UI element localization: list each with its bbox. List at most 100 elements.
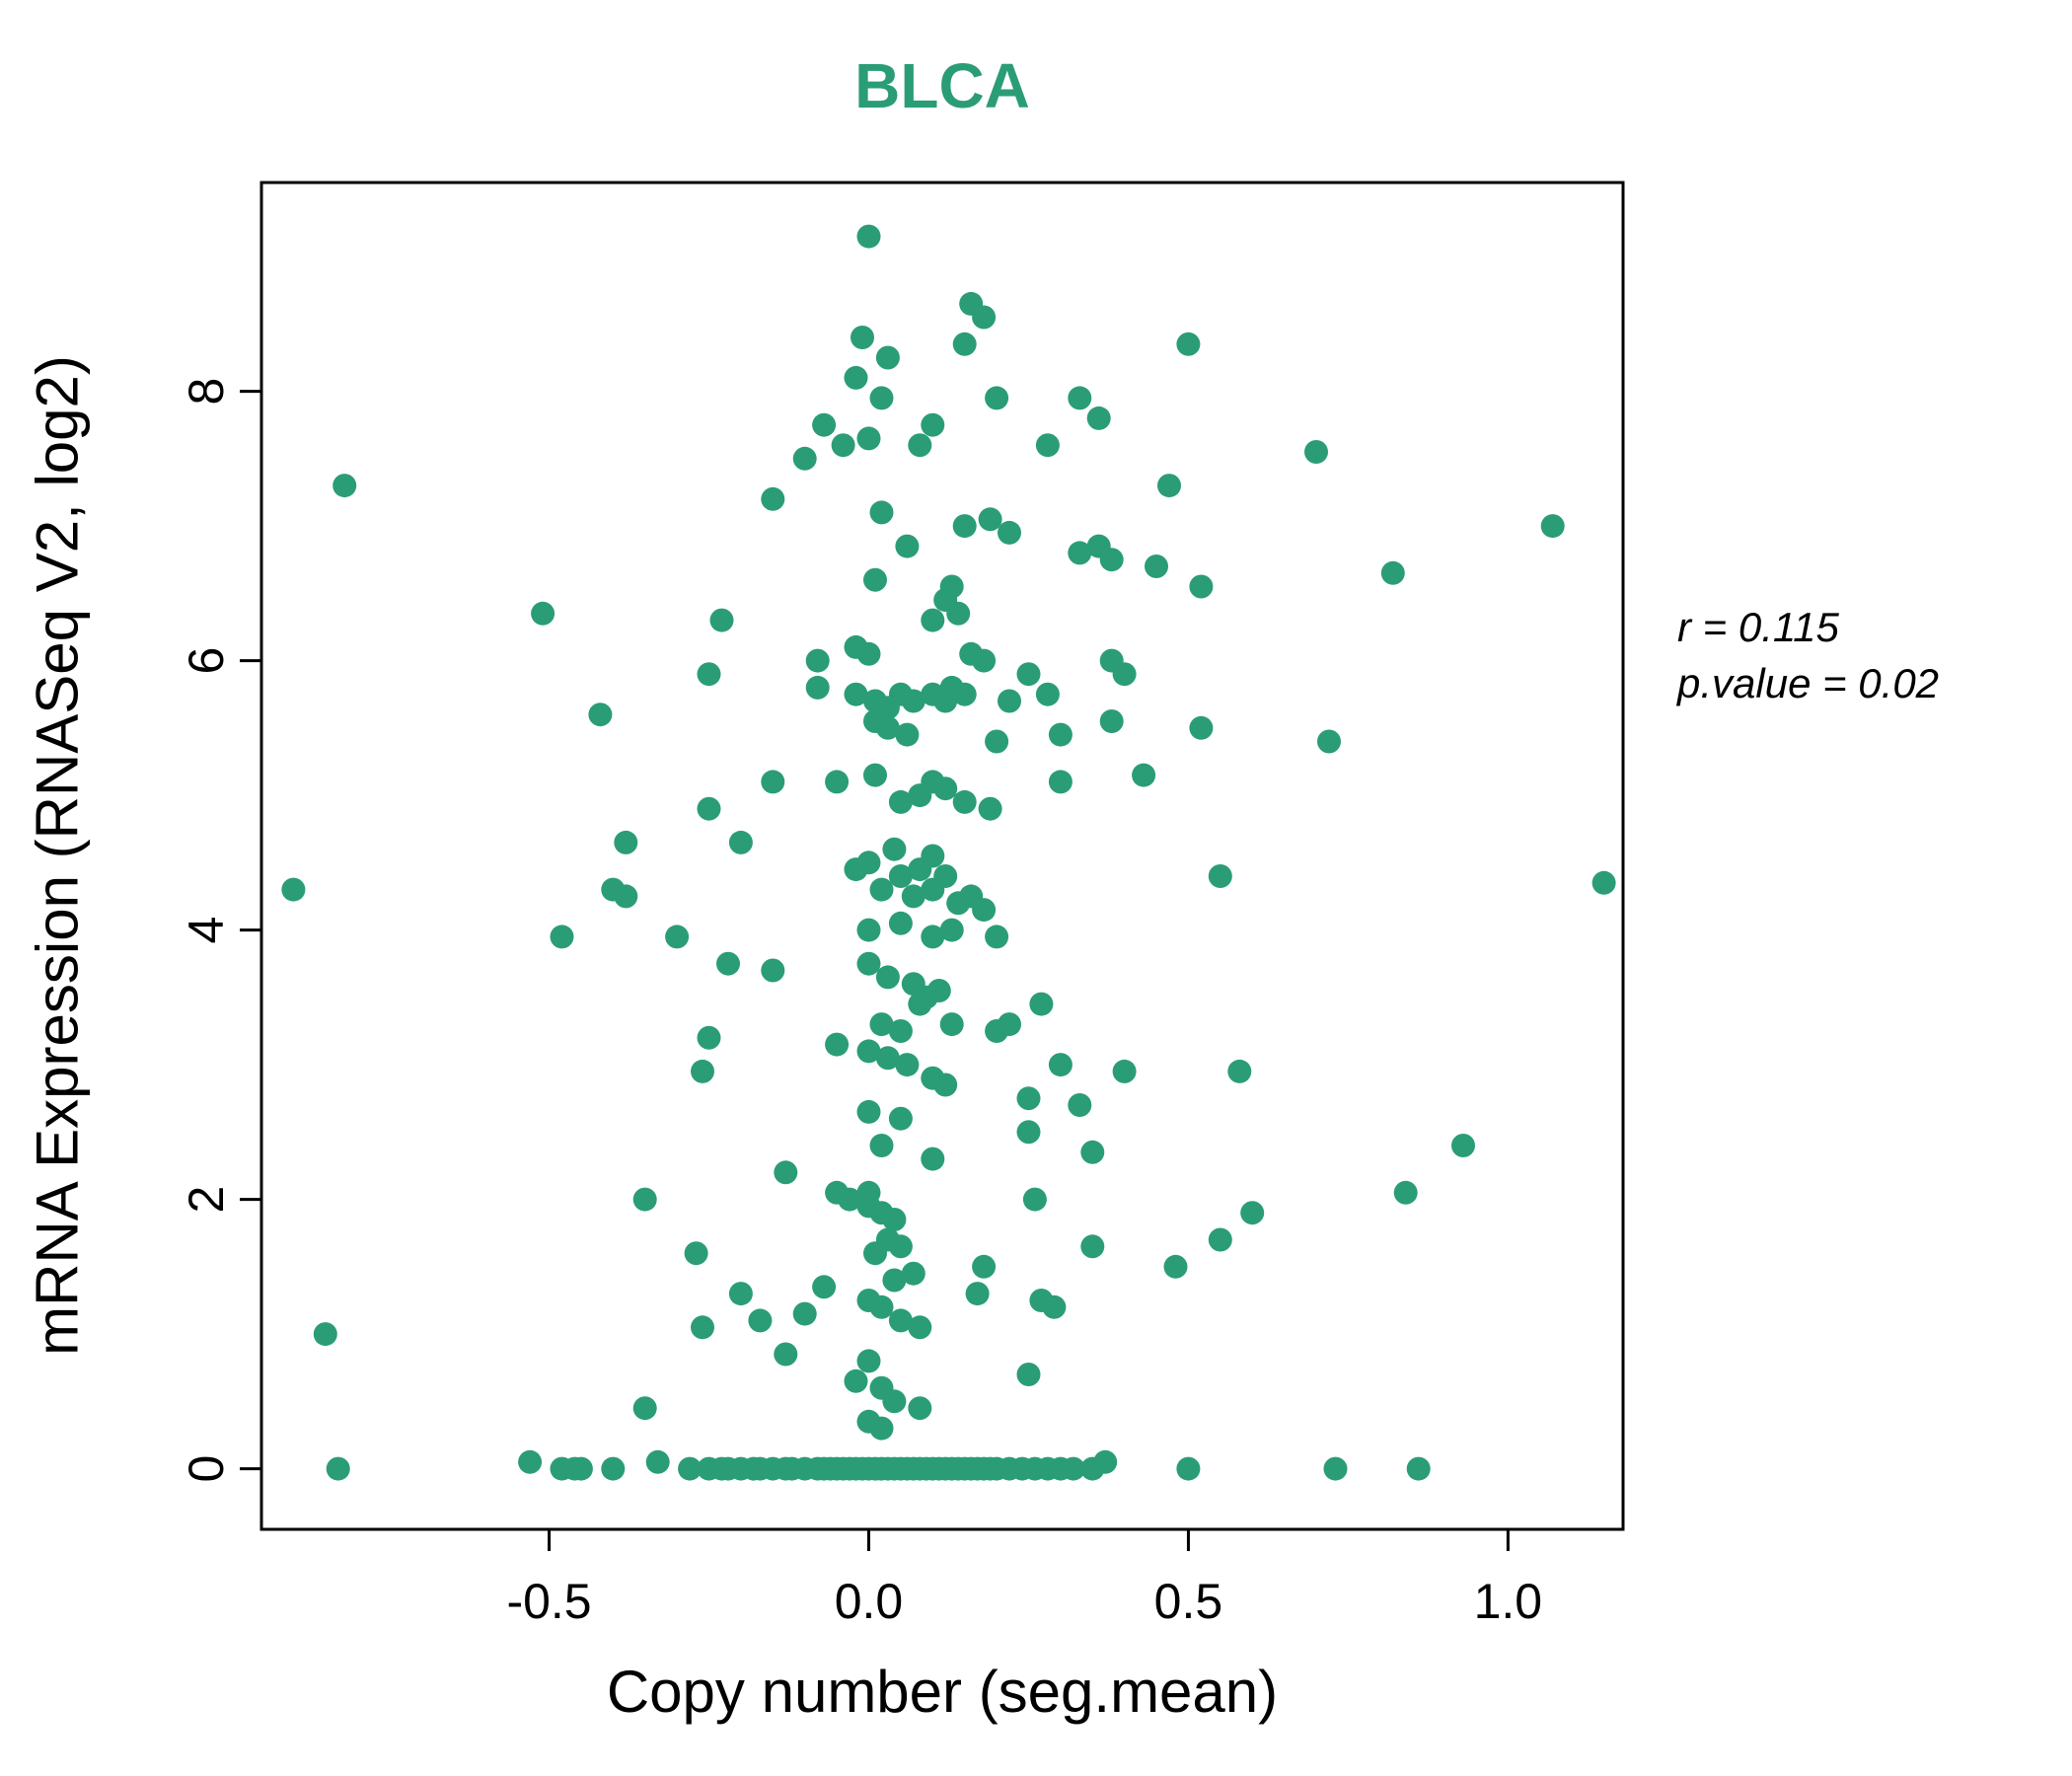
data-point (856, 1099, 881, 1124)
data-point (952, 682, 977, 706)
data-point (908, 783, 932, 808)
data-point (901, 884, 925, 909)
data-point (844, 857, 868, 882)
data-point (1393, 1180, 1418, 1205)
data-point (908, 1396, 932, 1421)
data-point (985, 386, 1009, 410)
data-point (856, 918, 881, 942)
data-point (1048, 722, 1073, 747)
data-point (978, 796, 1002, 821)
data-point (761, 486, 785, 511)
data-point (665, 925, 690, 949)
data-point (691, 1059, 714, 1083)
data-point (1189, 715, 1214, 740)
data-point (812, 1275, 837, 1299)
data-point (921, 877, 945, 902)
data-point (709, 608, 734, 632)
data-point (761, 958, 785, 983)
data-point (728, 1282, 753, 1306)
data-point (895, 534, 920, 558)
data-point (844, 1369, 868, 1393)
data-point (869, 1012, 894, 1037)
data-point (1112, 662, 1137, 687)
x-tick-label: 0.0 (835, 1574, 904, 1629)
data-point (965, 1282, 990, 1306)
data-point (844, 365, 868, 390)
data-point (1208, 864, 1232, 888)
data-point (882, 1268, 907, 1293)
data-point (1068, 386, 1092, 410)
correlation-annotation: r = 0.115 p.value = 0.02 (1677, 600, 1939, 711)
data-point (895, 1053, 920, 1077)
data-point (697, 1025, 721, 1050)
scatter-plot: -0.5 0.0 0.5 1.0 0 2 4 6 8 (179, 181, 1625, 1629)
data-point (921, 925, 945, 949)
data-point (1099, 548, 1124, 572)
data-point (882, 1208, 907, 1231)
data-point (1591, 870, 1616, 895)
data-point (697, 796, 721, 821)
data-point (716, 951, 740, 976)
plot-border (259, 181, 1625, 1531)
data-point (1132, 763, 1156, 787)
data-point (998, 520, 1021, 545)
data-point (632, 1396, 657, 1421)
data-point (1208, 1227, 1232, 1252)
data-point (1317, 729, 1341, 754)
data-point (691, 1315, 714, 1340)
x-tick-label: 0.5 (1154, 1574, 1223, 1629)
data-point (1227, 1059, 1252, 1083)
data-point (926, 979, 951, 1002)
data-point (901, 689, 925, 713)
data-point (933, 1073, 958, 1097)
data-point (1451, 1134, 1475, 1157)
data-point (888, 864, 913, 888)
data-point (792, 446, 817, 471)
data-point (888, 1308, 913, 1333)
data-point (869, 500, 894, 525)
data-point (313, 1322, 337, 1347)
data-point (684, 1241, 708, 1266)
y-tick-label: 2 (179, 1186, 234, 1214)
data-point (856, 951, 881, 976)
data-point (863, 567, 887, 592)
data-point (908, 433, 932, 458)
data-point (1189, 574, 1214, 599)
data-point (972, 1254, 997, 1279)
data-point (869, 386, 894, 410)
data-point (856, 1039, 881, 1064)
data-point (908, 857, 932, 882)
data-point (933, 777, 958, 801)
data-point (985, 729, 1009, 754)
data-point (895, 722, 920, 747)
data-point (921, 412, 945, 437)
data-point (972, 305, 997, 330)
data-point (588, 703, 613, 727)
data-point (333, 474, 357, 498)
data-point (697, 662, 721, 687)
data-point (825, 770, 850, 794)
data-point (1380, 560, 1405, 585)
data-point (939, 1012, 964, 1037)
x-tick-label: 1.0 (1474, 1574, 1543, 1629)
data-point (882, 837, 907, 861)
data-point (998, 689, 1021, 713)
data-point (939, 918, 964, 942)
data-point (921, 1147, 945, 1171)
data-point (856, 641, 881, 666)
y-tick-label: 6 (179, 647, 234, 675)
data-point (805, 648, 830, 673)
data-point (888, 1019, 913, 1043)
data-point (326, 1456, 350, 1481)
data-point (901, 1261, 925, 1286)
data-point (531, 601, 555, 626)
data-point (761, 770, 785, 794)
data-point (1068, 541, 1092, 565)
data-point (863, 763, 887, 787)
data-point (792, 1301, 817, 1326)
data-point (1323, 1456, 1348, 1481)
data-point (1029, 992, 1054, 1016)
data-point (1112, 1059, 1137, 1083)
data-point (952, 789, 977, 814)
